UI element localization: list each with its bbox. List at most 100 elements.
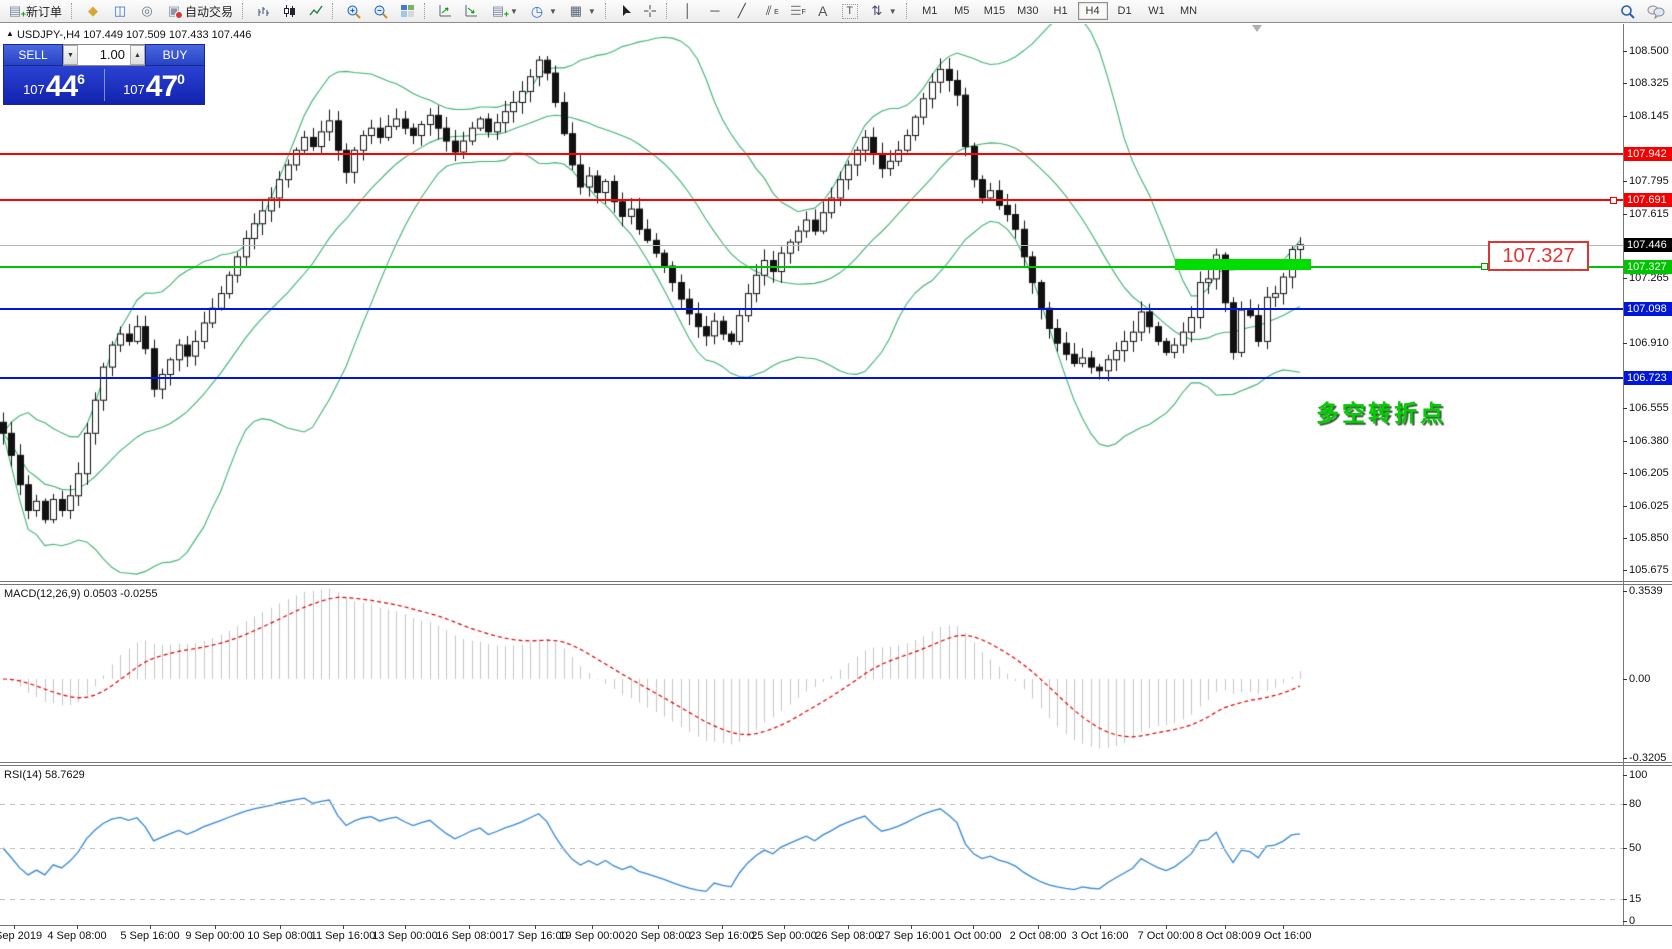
- blue-horizontal-line[interactable]: [0, 377, 1623, 379]
- arrows-dropdown[interactable]: ⇅ ▼: [864, 0, 902, 22]
- price-axis-tick: [1623, 408, 1627, 410]
- price-axis-label: 106.025: [1629, 499, 1669, 512]
- timeframe-h4[interactable]: H4: [1077, 2, 1108, 20]
- time-axis-tick: [911, 925, 912, 929]
- ask-price[interactable]: 107 47 0: [104, 66, 204, 104]
- macd-axis-tick: [1623, 679, 1627, 680]
- channel-tool-button[interactable]: ⫽ E: [756, 0, 782, 22]
- red-horizontal-line[interactable]: [0, 199, 1623, 201]
- current-price-line: [0, 245, 1623, 246]
- candle-chart-button[interactable]: [277, 0, 302, 22]
- time-axis-tick: [658, 925, 659, 929]
- zoom-out-button[interactable]: [368, 0, 394, 22]
- channel-icon: ⫽ E: [765, 3, 779, 18]
- zoom-in-button[interactable]: [341, 0, 367, 22]
- fibonacci-tool-button[interactable]: ☰ F: [783, 0, 809, 22]
- chat-button[interactable]: [1642, 0, 1670, 22]
- arrange-charts2-button[interactable]: [459, 0, 484, 22]
- new-chart-dropdown[interactable]: ▤ + ▼: [485, 0, 523, 22]
- crosshair-icon: [643, 5, 656, 17]
- cursor-button[interactable]: [614, 0, 637, 22]
- time-axis-label: 10 Sep 08:00: [247, 930, 313, 942]
- price-annotation-box[interactable]: 107.327: [1488, 241, 1589, 271]
- timeframe-m30[interactable]: M30: [1017, 5, 1039, 17]
- red-horizontal-line[interactable]: [0, 153, 1623, 155]
- chevron-down-icon: ▼: [587, 6, 596, 16]
- volume-down-button[interactable]: ▼: [63, 45, 78, 65]
- toolbar-grip: [604, 3, 610, 19]
- rsi-axis-tick: [1623, 848, 1627, 849]
- timeframe-h1[interactable]: H1: [1053, 5, 1068, 17]
- timeframe-mn[interactable]: MN: [1179, 5, 1198, 17]
- data-window-button[interactable]: ◎: [134, 0, 160, 22]
- buy-button[interactable]: BUY: [145, 44, 205, 66]
- crosshair-button[interactable]: [638, 0, 662, 22]
- time-axis-tick: [535, 925, 536, 929]
- time-axis-tick: [1166, 925, 1167, 929]
- bar-chart-button[interactable]: [251, 0, 276, 22]
- green-line-marker[interactable]: [1481, 263, 1488, 270]
- search-button[interactable]: [1615, 0, 1641, 22]
- blue-horizontal-line[interactable]: [0, 308, 1623, 310]
- chart-shift-marker[interactable]: [1252, 25, 1262, 32]
- timeframe-w1[interactable]: W1: [1148, 5, 1165, 17]
- new-order-button[interactable]: ▤ + 新订单: [2, 0, 67, 22]
- timeframe-m5[interactable]: M5: [954, 5, 970, 17]
- navigator-button[interactable]: ◫: [107, 0, 133, 22]
- toolbar-grip: [424, 3, 429, 19]
- toolbar-grip: [71, 3, 76, 19]
- volume-up-button[interactable]: ▲: [130, 45, 145, 65]
- period-dropdown[interactable]: ◷ ▼: [524, 0, 562, 22]
- arrange-charts2-icon: [465, 5, 478, 17]
- rsi-axis-label: 0: [1629, 915, 1636, 927]
- tile-windows-button[interactable]: [395, 0, 420, 22]
- rsi-level-line: [0, 848, 1623, 849]
- bid-price[interactable]: 107 44 6: [4, 66, 104, 104]
- green-horizontal-line[interactable]: [0, 266, 1623, 268]
- bid-ask-display[interactable]: 107 44 6 107 47 0: [3, 66, 205, 105]
- price-axis-tick: [1623, 116, 1627, 118]
- time-axis-label: 20 Sep 08:00: [625, 930, 691, 942]
- timeframe-m15[interactable]: M15: [983, 5, 1006, 17]
- pane-divider[interactable]: [0, 762, 1672, 763]
- price-axis-label: 106.380: [1629, 434, 1669, 447]
- time-axis-label: 3 Oct 16:00: [1071, 930, 1129, 942]
- market-watch-button[interactable]: ◆: [80, 0, 106, 22]
- hline-tool-button[interactable]: ─: [702, 0, 728, 22]
- price-axis-label: 108.500: [1629, 45, 1669, 57]
- red-line-marker[interactable]: [1610, 197, 1617, 204]
- timeframe-m1[interactable]: M1: [922, 5, 938, 17]
- vline-icon: │: [683, 3, 692, 18]
- bar-chart-icon: [258, 7, 270, 16]
- line-chart-button[interactable]: [303, 0, 328, 22]
- price-axis-tick: [1623, 505, 1627, 507]
- chevron-down-icon: ▼: [510, 6, 518, 16]
- toolbar-grip: [332, 3, 337, 19]
- arrange-charts-button[interactable]: [433, 0, 458, 22]
- trendline-tool-button[interactable]: ╱: [729, 0, 755, 22]
- time-axis-label: 25 Sep 00:00: [751, 930, 817, 942]
- price-chart-canvas[interactable]: [0, 24, 1623, 581]
- timeframe-d1[interactable]: D1: [1117, 5, 1132, 17]
- pane-divider[interactable]: [0, 581, 1672, 582]
- label-tool-icon: T: [841, 3, 858, 19]
- text-tool-icon: A: [818, 3, 828, 19]
- template-dropdown[interactable]: ▦ ▼: [563, 0, 601, 22]
- macd-canvas[interactable]: [0, 584, 1623, 762]
- sell-button[interactable]: SELL: [3, 44, 63, 66]
- vline-tool-button[interactable]: │: [675, 0, 701, 22]
- volume-stepper: ▼ 1.00 ▲: [63, 44, 145, 66]
- volume-input[interactable]: 1.00: [99, 47, 125, 62]
- collapse-panel-arrow[interactable]: ▲: [6, 29, 14, 38]
- rsi-canvas[interactable]: [0, 765, 1623, 925]
- chinese-annotation[interactable]: 多空转折点: [1316, 400, 1446, 426]
- chevron-down-icon: ▼: [548, 6, 557, 16]
- time-axis-label: 26 Sep 08:00: [815, 930, 881, 942]
- price-level-chip-current: 107.446: [1624, 237, 1672, 252]
- green-highlight-rectangle[interactable]: [1175, 259, 1311, 270]
- text-tool-button[interactable]: A: [810, 0, 836, 22]
- rsi-axis-tick: [1623, 921, 1627, 922]
- label-tool-button[interactable]: T: [837, 0, 863, 22]
- autotrade-button[interactable]: ▣ 自动交易: [161, 0, 238, 22]
- time-axis-tick: [343, 925, 344, 929]
